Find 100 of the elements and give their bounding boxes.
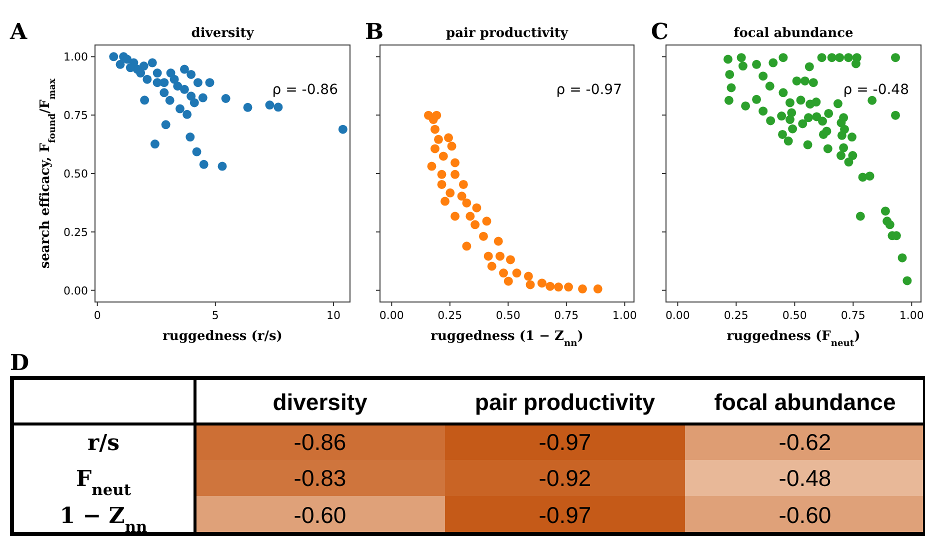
point <box>440 196 450 206</box>
point <box>444 133 454 142</box>
point <box>450 170 460 179</box>
data-label: -0.97 <box>538 502 592 528</box>
point <box>526 280 535 290</box>
point <box>482 216 492 226</box>
point <box>122 54 132 64</box>
point <box>537 278 546 288</box>
point <box>186 92 196 101</box>
point <box>338 124 348 134</box>
x-tick-label: 0.50 <box>496 309 520 322</box>
annotation: ρ = -0.86 <box>272 82 338 98</box>
point <box>142 74 152 84</box>
y-tick-label: 0.75 <box>64 109 88 122</box>
point <box>593 284 602 294</box>
y-tick-label: r/s <box>87 430 120 456</box>
data-label: -0.60 <box>778 502 832 528</box>
point <box>186 132 195 142</box>
annotation: ρ = -0.97 <box>556 82 622 98</box>
x-tick-label: 0.75 <box>554 309 579 322</box>
data-label: -0.83 <box>294 465 346 491</box>
x-tick-label: 0.00 <box>379 309 404 322</box>
data-label: -0.60 <box>294 502 346 528</box>
point <box>462 198 472 208</box>
point <box>434 134 443 144</box>
point <box>430 124 440 134</box>
point <box>472 203 482 212</box>
text: D <box>10 350 30 376</box>
point <box>116 60 125 69</box>
y-tick-label: 0.25 <box>64 226 88 239</box>
point <box>462 242 472 251</box>
point <box>199 160 208 169</box>
point <box>512 268 522 278</box>
point <box>161 120 170 130</box>
point <box>484 252 493 261</box>
point <box>109 52 118 62</box>
chart-title: pair productivity <box>446 26 568 41</box>
data-label: -0.86 <box>294 429 346 455</box>
y-tick-label: 1.00 <box>64 50 88 64</box>
x-tick-label: 0.75 <box>840 309 866 322</box>
point <box>265 100 274 110</box>
x-tick-label: diversity <box>272 389 368 415</box>
point <box>438 152 448 161</box>
point <box>504 276 513 286</box>
point <box>494 236 503 246</box>
point <box>437 180 446 189</box>
point <box>466 212 475 221</box>
point <box>457 192 466 201</box>
x-tick-label: 0.25 <box>438 309 462 322</box>
point <box>478 232 488 241</box>
point <box>190 98 199 108</box>
point <box>437 170 446 179</box>
point <box>427 162 436 171</box>
data-label: -0.97 <box>538 429 592 455</box>
x-tick-label: 0 <box>94 309 101 322</box>
y-tick-label: 1 − Z$_{nn}$ <box>60 503 148 536</box>
point <box>524 272 533 281</box>
data-label: -0.92 <box>538 465 592 491</box>
point <box>450 212 460 221</box>
point <box>470 220 480 230</box>
point <box>186 70 196 79</box>
data-label: -0.62 <box>778 429 832 455</box>
point <box>446 188 455 198</box>
point <box>447 142 456 151</box>
x-tick-label: 5 <box>212 309 219 322</box>
x-tick-label: 10 <box>326 309 340 322</box>
data-label: -0.48 <box>778 465 832 491</box>
y-tick-label: 0.50 <box>64 168 88 180</box>
x-tick-label: 1.00 <box>899 309 924 322</box>
annotation: B <box>365 19 384 45</box>
point <box>136 68 146 78</box>
point <box>554 282 563 292</box>
point <box>578 284 587 294</box>
x-tick-label: 0.00 <box>665 309 690 322</box>
point <box>160 88 169 98</box>
x-axis-title: ruggedness (r/s) <box>162 329 282 344</box>
point <box>458 180 468 189</box>
point <box>430 144 440 154</box>
point <box>193 78 202 88</box>
point <box>170 74 179 84</box>
point <box>150 140 160 149</box>
point <box>180 84 189 94</box>
point <box>192 147 202 156</box>
point <box>152 78 162 88</box>
annotation: C <box>651 19 669 45</box>
x-tick-label: focal abundance <box>714 389 896 415</box>
point <box>148 58 157 68</box>
point <box>140 96 150 105</box>
x-tick-label: 0.50 <box>782 309 807 322</box>
point <box>152 68 162 78</box>
point <box>274 102 283 112</box>
point <box>564 282 574 292</box>
point <box>205 78 214 88</box>
chart-title: focal abundance <box>734 26 854 41</box>
point <box>180 64 189 74</box>
point <box>198 93 208 102</box>
point <box>218 162 227 171</box>
x-tick-label: pair productivity <box>474 389 656 415</box>
annotation: ρ = -0.48 <box>843 82 909 98</box>
text: A <box>9 19 28 45</box>
